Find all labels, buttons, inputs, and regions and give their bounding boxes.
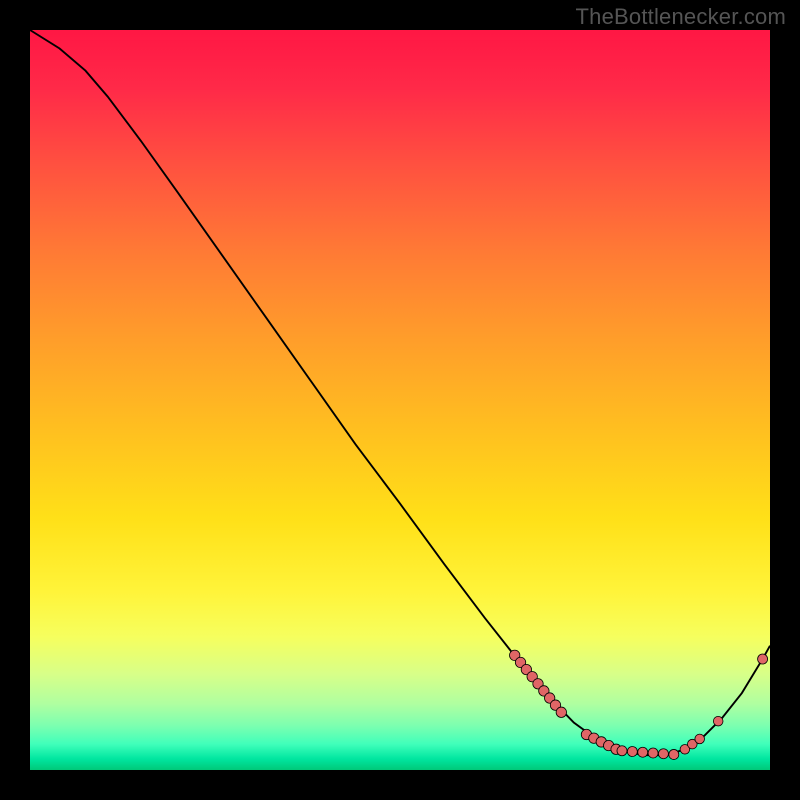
- data-point: [758, 654, 768, 664]
- data-point: [658, 749, 668, 759]
- data-point: [627, 747, 637, 757]
- chart-container: TheBottlenecker.com: [0, 0, 800, 800]
- data-point: [695, 734, 705, 744]
- data-point: [648, 748, 658, 758]
- data-point: [556, 707, 566, 717]
- bottleneck-chart: [0, 0, 800, 800]
- data-point: [638, 747, 648, 757]
- data-point: [669, 749, 679, 759]
- data-point: [617, 746, 627, 756]
- data-point: [713, 716, 723, 726]
- watermark-text: TheBottlenecker.com: [576, 4, 786, 30]
